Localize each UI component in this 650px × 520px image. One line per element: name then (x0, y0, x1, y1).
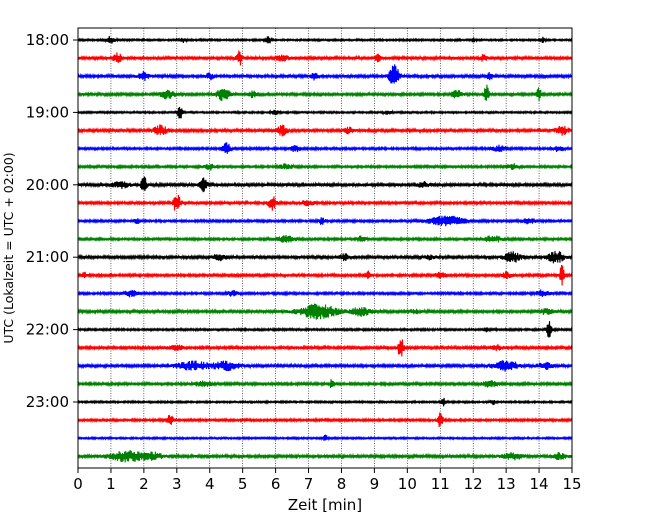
x-tick-label-10: 10 (398, 475, 417, 493)
trace-2045 (77, 235, 573, 243)
trace-1800 (77, 35, 573, 44)
trace-2300 (77, 397, 573, 407)
plot-frame (77, 27, 573, 469)
trace-2015 (77, 194, 573, 211)
trace-1945 (77, 163, 573, 171)
x-tick-label-2: 2 (139, 475, 149, 493)
trace-1930 (77, 142, 573, 154)
trace-1815 (77, 50, 573, 66)
x-tick-label-0: 0 (73, 475, 83, 493)
y-tick-label-2300: 23:00 (26, 393, 69, 411)
x-tick-label-6: 6 (271, 475, 281, 493)
trace-1830 (77, 64, 573, 84)
trace-2100 (77, 250, 573, 264)
trace-1900 (77, 106, 573, 119)
x-tick-label-1: 1 (106, 475, 116, 493)
trace-2245 (77, 379, 573, 388)
x-tick-label-11: 11 (431, 475, 450, 493)
trace-lines (77, 35, 573, 463)
x-axis-label: Zeit [min] (288, 496, 362, 514)
x-tick-label-7: 7 (304, 475, 314, 493)
y-tick-label-2000: 20:00 (26, 176, 69, 194)
y-tick-label-2200: 22:00 (26, 321, 69, 339)
trace-2330 (77, 434, 573, 442)
trace-2215 (77, 339, 573, 357)
y-tick-label-1900: 19:00 (26, 103, 69, 121)
vertical-gridlines (110, 28, 540, 468)
trace-2230 (77, 360, 573, 372)
x-tick-label-9: 9 (370, 475, 380, 493)
trace-2145 (77, 303, 573, 320)
trace-2315 (77, 412, 573, 428)
trace-2345 (77, 450, 573, 463)
y-tick-label-1800: 18:00 (26, 31, 69, 49)
x-tick-label-13: 13 (497, 475, 516, 493)
y-axis-ticks: 18:00 19:00 20:00 21:00 22:00 23:00 (26, 31, 78, 411)
trace-1915 (77, 124, 573, 137)
trace-2130 (77, 289, 573, 298)
y-tick-label-2100: 21:00 (26, 248, 69, 266)
trace-2030 (77, 215, 573, 227)
y-axis-label: UTC (Lokalzeit = UTC + 02:00) (1, 152, 16, 343)
x-tick-label-15: 15 (562, 475, 581, 493)
x-axis-ticks: 0 1 2 3 4 5 6 7 8 9 10 11 12 13 14 15 (73, 468, 582, 493)
x-tick-label-4: 4 (205, 475, 215, 493)
x-tick-label-12: 12 (464, 475, 483, 493)
trace-2115 (77, 264, 573, 286)
trace-2000 (77, 176, 573, 193)
trace-1845 (77, 84, 573, 102)
x-tick-label-8: 8 (337, 475, 347, 493)
x-tick-label-5: 5 (238, 475, 248, 493)
trace-2200 (77, 321, 573, 338)
x-tick-label-3: 3 (172, 475, 182, 493)
x-tick-label-14: 14 (530, 475, 549, 493)
